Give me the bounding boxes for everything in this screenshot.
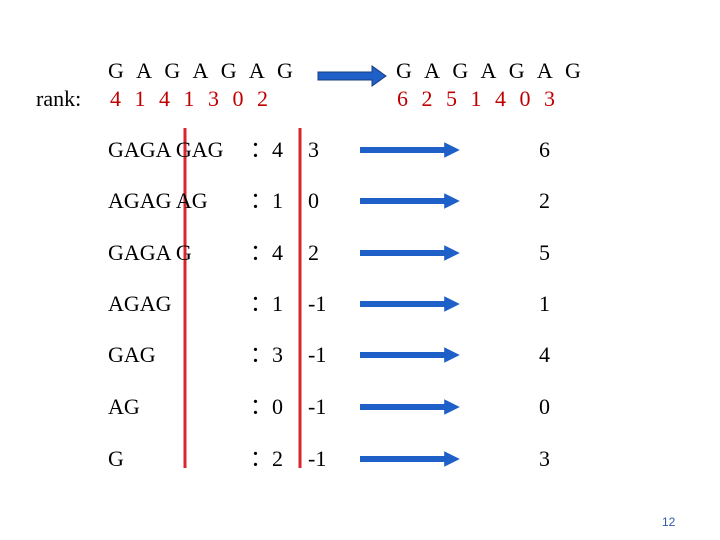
rank-second: -1 bbox=[308, 446, 327, 471]
result: 4 bbox=[539, 342, 550, 367]
rank-second: -1 bbox=[308, 394, 327, 419]
rank: 4 1 4 1 3 0 2 bbox=[110, 86, 268, 111]
sequence: G A G A G A G bbox=[396, 58, 581, 83]
suffix: GAGA GAG bbox=[108, 137, 224, 162]
page-number: 12 bbox=[662, 515, 676, 529]
rank: 6 2 5 1 4 0 3 bbox=[397, 86, 555, 111]
sequence: G A G A G A G bbox=[108, 58, 293, 83]
rank-first: ：4 bbox=[250, 240, 284, 265]
suffix: AGAG AG bbox=[108, 188, 208, 213]
rank-first: ：2 bbox=[250, 446, 284, 471]
rank-second: 3 bbox=[308, 137, 319, 162]
result: 0 bbox=[539, 394, 550, 419]
rank-first: ：3 bbox=[250, 342, 284, 367]
rank-first: ：1 bbox=[250, 291, 284, 316]
suffix: AGAG bbox=[108, 291, 172, 316]
top-arrow bbox=[317, 65, 387, 87]
rank-second: -1 bbox=[308, 291, 327, 316]
rank-label: rank: bbox=[36, 86, 82, 111]
rank-first: ：0 bbox=[250, 394, 284, 419]
rank-second: 0 bbox=[308, 188, 319, 213]
result: 6 bbox=[539, 137, 550, 162]
result: 3 bbox=[539, 446, 550, 471]
suffix: GAG bbox=[108, 342, 156, 367]
rank-second: 2 bbox=[308, 240, 319, 265]
suffix: GAGA G bbox=[108, 240, 192, 265]
rank-first: ：4 bbox=[250, 137, 284, 162]
suffix: AG bbox=[108, 394, 140, 419]
result: 1 bbox=[539, 291, 550, 316]
result: 2 bbox=[539, 188, 550, 213]
suffix: G bbox=[108, 446, 124, 471]
rank-first: ：1 bbox=[250, 188, 284, 213]
result: 5 bbox=[539, 240, 550, 265]
rank-second: -1 bbox=[308, 342, 327, 367]
